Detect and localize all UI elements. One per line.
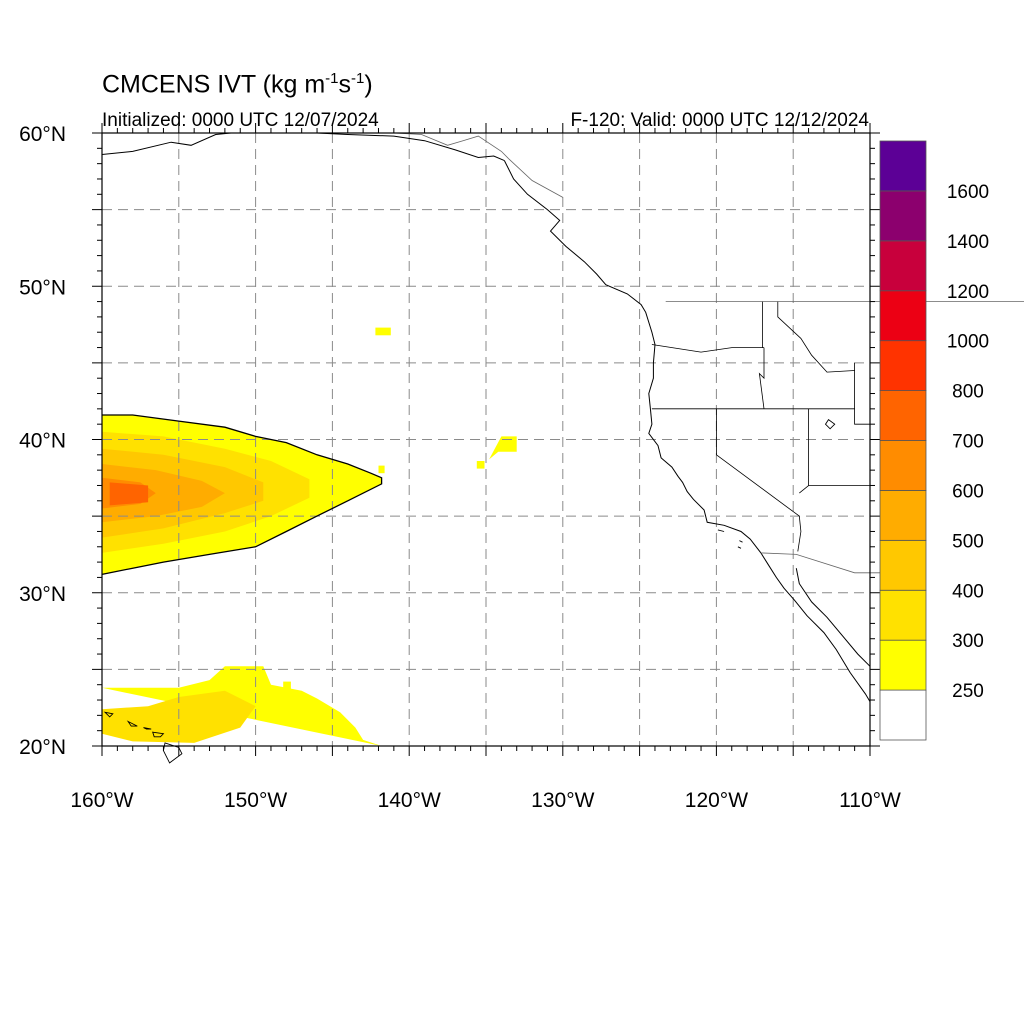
colorbar-box	[879, 290, 927, 342]
colorbar-box	[879, 140, 927, 192]
y-tick-label: 20°N	[19, 736, 66, 759]
colorbar-label: 700	[952, 432, 984, 453]
state-border	[854, 362, 870, 425]
colorbar-box	[879, 440, 927, 491]
colorbar-box	[879, 689, 927, 741]
state-border	[758, 347, 765, 409]
ivt-region-12	[283, 681, 291, 690]
colorbar-box	[879, 539, 927, 591]
alaska-bc-border	[393, 132, 563, 198]
y-tick-label: 50°N	[19, 276, 66, 299]
colorbar-box	[879, 639, 927, 691]
colorbar-box	[879, 490, 927, 541]
gulf-of-california-coast	[795, 568, 871, 667]
island-outline	[739, 540, 743, 543]
title-suffix: )	[364, 70, 373, 99]
state-border	[777, 301, 855, 373]
colorbar-label: 1200	[947, 282, 989, 303]
ivt-250-contour	[101, 414, 383, 576]
title-exponent-2: -1	[351, 70, 365, 87]
axis-ticks	[92, 123, 880, 756]
chart-title: CMCENS IVT (kg m-1s-1)	[102, 70, 373, 99]
colorbar-label: 600	[952, 481, 984, 502]
island-outline	[152, 731, 165, 738]
x-tick-label: 160°W	[70, 789, 133, 812]
colorbar-label: 300	[952, 631, 984, 652]
colorbar-label: 1400	[947, 232, 989, 253]
ivt-region-5	[109, 482, 149, 506]
island-outline	[103, 711, 114, 718]
island-outline	[126, 720, 138, 727]
longitude-tick-labels: 160°W 150°W 140°W 130°W 120°W 110°W	[70, 789, 901, 812]
colorbar-box	[879, 589, 927, 641]
colorbar-label: 800	[952, 382, 984, 403]
coastlines-and-borders	[101, 132, 1024, 764]
title-exponent-1: -1	[325, 70, 339, 87]
ivt-region-11	[476, 461, 485, 469]
colorbar	[879, 140, 927, 741]
colorbar-box	[879, 390, 927, 441]
state-border	[651, 344, 764, 353]
ivt-region-8	[375, 327, 391, 336]
y-tick-label: 30°N	[19, 583, 66, 606]
x-tick-label: 150°W	[224, 789, 287, 812]
island-outline	[717, 529, 725, 532]
initialized-time: Initialized: 0000 UTC 12/07/2024	[102, 110, 379, 131]
colorbar-label: 1600	[947, 182, 989, 203]
colorbar-box	[879, 340, 927, 391]
gulf-of-alaska-coastline	[316, 132, 505, 162]
valid-time: F-120: Valid: 0000 UTC 12/12/2024	[570, 110, 869, 131]
colorbar-box	[879, 240, 927, 292]
alaska-coastline	[101, 132, 232, 155]
colorbar-label: 250	[952, 681, 984, 702]
colorbar-label: 500	[952, 531, 984, 552]
us-mexico-border	[760, 552, 898, 574]
y-tick-label: 60°N	[19, 123, 66, 146]
state-border	[797, 516, 802, 552]
x-tick-label: 130°W	[531, 789, 594, 812]
island-outline	[824, 418, 836, 430]
colorbar-labels: 250 300 400 500 600 700 800 1000 1200 1400 1600	[947, 182, 989, 702]
ivt-region-10	[481, 436, 517, 468]
colorbar-label: 1000	[947, 332, 989, 353]
ivt-region-9	[378, 465, 385, 474]
island-outline	[143, 727, 152, 730]
state-border	[716, 408, 800, 517]
x-tick-label: 110°W	[839, 789, 901, 812]
y-tick-label: 40°N	[19, 430, 66, 453]
colorbar-label: 400	[952, 581, 984, 602]
x-tick-label: 120°W	[685, 789, 748, 812]
x-tick-label: 140°W	[378, 789, 441, 812]
ivt-region-3	[102, 464, 225, 523]
west-coast-coastline	[503, 160, 871, 702]
latitude-tick-labels: 60°N 50°N 40°N 30°N 20°N	[19, 123, 66, 759]
title-mid: s	[338, 70, 352, 99]
island-outline	[737, 546, 742, 549]
colorbar-box	[879, 190, 927, 242]
title-prefix: CMCENS IVT (kg m	[102, 70, 326, 99]
